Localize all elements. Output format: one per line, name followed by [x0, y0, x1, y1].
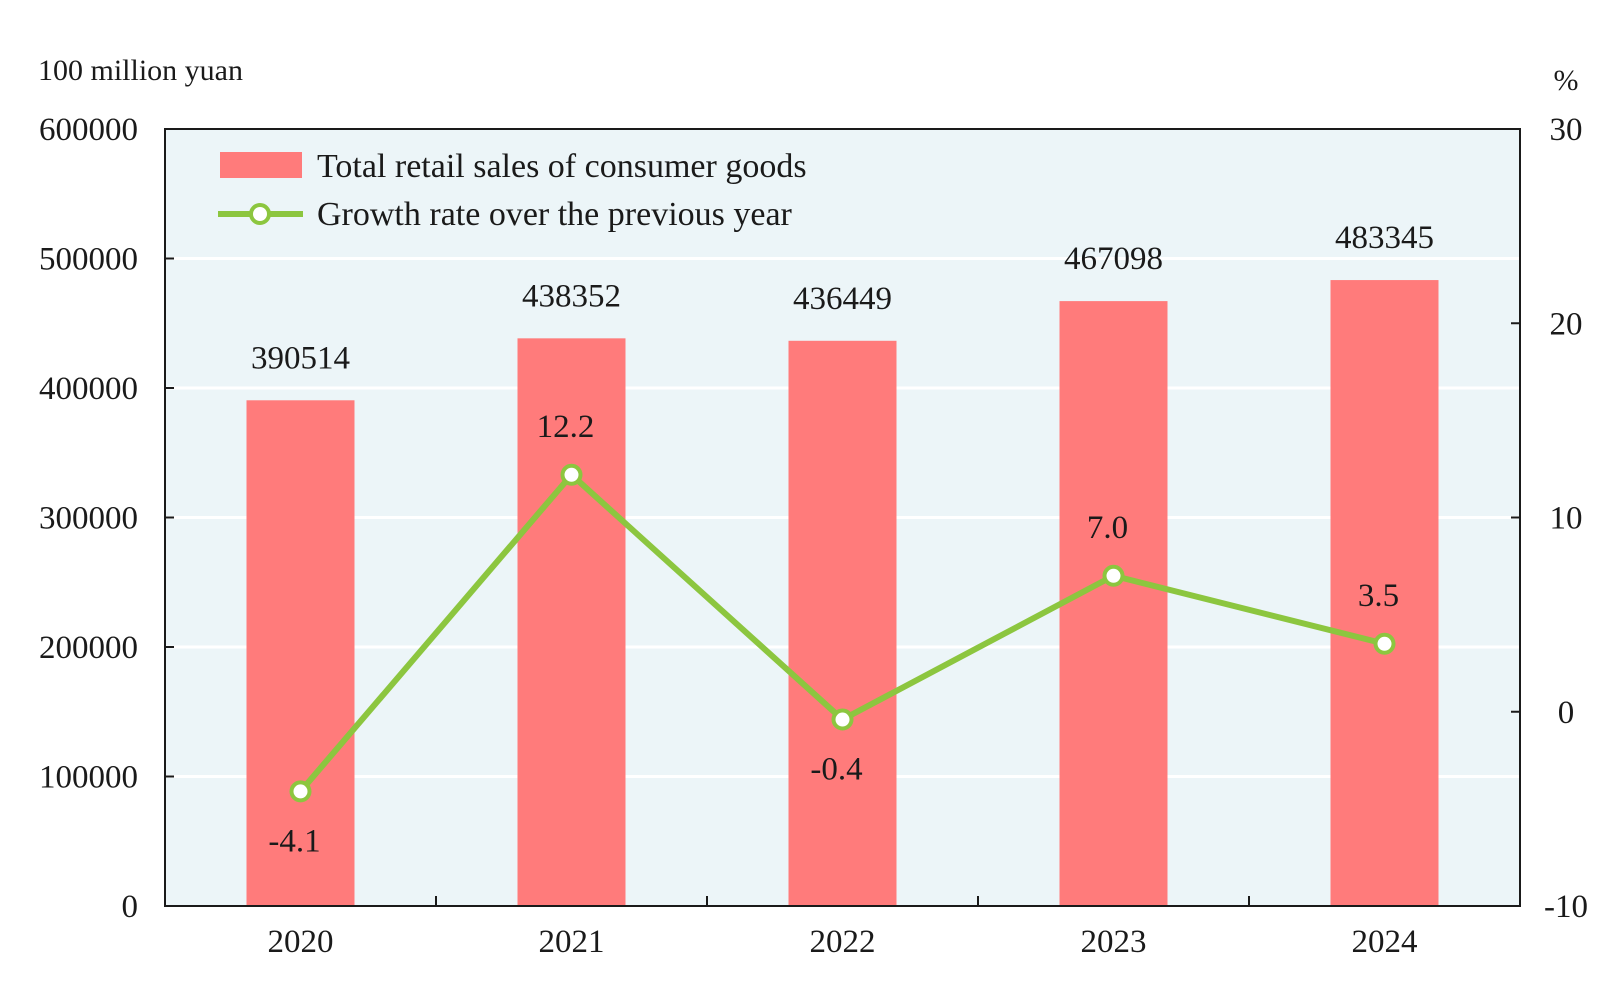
left-tick-label: 400000: [39, 371, 138, 407]
left-axis-unit: 100 million yuan: [38, 54, 243, 87]
bar-value-label: 467098: [1064, 241, 1163, 277]
right-tick-label: -10: [1544, 889, 1588, 925]
bar-value-label: 390514: [251, 340, 350, 376]
left-axis: 0 100000 200000 300000 400000 500000 600000: [39, 112, 174, 925]
bar: [517, 338, 626, 906]
growth-value-label: 7.0: [1087, 510, 1128, 546]
growth-value-label: 3.5: [1358, 578, 1399, 614]
right-tick-label: 10: [1550, 501, 1583, 537]
right-axis: -10 0 10 20 30: [1511, 112, 1588, 925]
growth-point: [831, 708, 854, 731]
legend-line-marker: [249, 203, 271, 225]
right-tick-label: 0: [1558, 695, 1575, 731]
legend-bar-label: Total retail sales of consumer goods: [317, 148, 807, 185]
right-tick-label: 30: [1550, 112, 1583, 148]
bar-series: [246, 280, 1439, 906]
bar: [246, 400, 355, 906]
growth-value-label: 12.2: [537, 409, 595, 445]
left-tick-label: 600000: [39, 112, 138, 148]
right-axis-unit: %: [1554, 64, 1579, 97]
growth-point: [560, 463, 583, 486]
x-tick-label: 2023: [1081, 924, 1147, 960]
left-tick-label: 0: [122, 889, 139, 925]
bar-value-label: 436449: [793, 281, 892, 317]
bar-value-label: 438352: [522, 278, 621, 314]
left-tick-label: 300000: [39, 501, 138, 537]
growth-point: [289, 780, 312, 803]
legend-bar-swatch: [220, 152, 302, 178]
x-tick-label: 2020: [268, 924, 334, 960]
growth-value-label: -4.1: [268, 823, 320, 859]
growth-points: [289, 463, 1396, 803]
x-axis: 2020 2021 2022 2023 2024: [268, 896, 1418, 960]
bar: [788, 340, 897, 906]
growth-point: [1373, 632, 1396, 655]
legend: Total retail sales of consumer goods Gro…: [218, 148, 807, 233]
right-tick-label: 20: [1550, 306, 1583, 342]
legend-line-label: Growth rate over the previous year: [317, 196, 793, 233]
left-tick-label: 100000: [39, 760, 138, 796]
x-tick-label: 2024: [1352, 924, 1418, 960]
data-labels: 390514 438352 436449 467098 483345 -4.1 12.2 -0…: [251, 220, 1434, 859]
growth-value-label: -0.4: [810, 752, 862, 788]
bar-value-label: 483345: [1335, 220, 1434, 256]
growth-point: [1102, 564, 1125, 587]
x-tick-label: 2022: [810, 924, 876, 960]
x-tick-label: 2021: [539, 924, 605, 960]
left-tick-label: 200000: [39, 630, 138, 666]
bar: [1330, 280, 1439, 906]
left-tick-label: 500000: [39, 242, 138, 278]
bar: [1059, 301, 1168, 906]
